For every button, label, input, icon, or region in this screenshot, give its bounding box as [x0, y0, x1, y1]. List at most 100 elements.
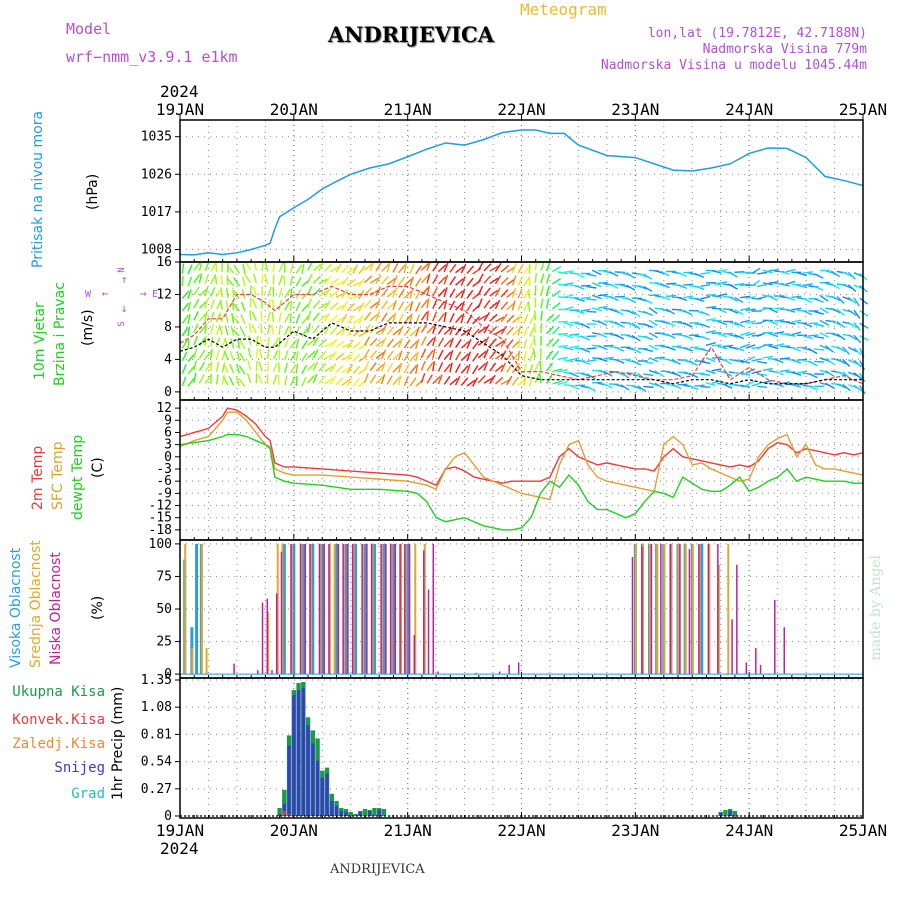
wind-arrow	[230, 338, 235, 349]
wind-arrow	[660, 270, 670, 277]
wind-arrow	[757, 283, 768, 288]
wind-arrow	[426, 260, 431, 271]
wind-arrow	[329, 302, 339, 310]
mid-cloud-bar	[423, 543, 426, 675]
wind-arrow	[324, 365, 334, 373]
temperature-ytick-label: 6	[164, 425, 172, 440]
wind-arrow	[683, 283, 694, 286]
wind-arrow	[278, 337, 281, 348]
wind-arrow	[597, 293, 608, 297]
wind-arrow	[751, 279, 761, 287]
wind-arrow	[329, 326, 338, 335]
wind-arrow	[346, 364, 354, 374]
wind-arrow	[335, 364, 344, 373]
mid-cloud-bar	[205, 648, 208, 675]
precip-snow-bar	[287, 745, 291, 816]
wind-arrow	[643, 298, 653, 304]
precip-snow-bar	[306, 725, 310, 816]
wind-arrow	[688, 359, 698, 367]
wind-arrow	[432, 376, 441, 385]
wind-arrow	[210, 311, 215, 322]
wind-arrow	[511, 340, 521, 349]
wind-arrow	[614, 308, 624, 316]
wind-arrow	[181, 314, 189, 324]
precip-legend-2: Zaledj.Kisa	[12, 736, 105, 752]
wind-arrow	[220, 274, 223, 285]
wind-arrow	[745, 308, 756, 312]
wind-arrow	[722, 383, 733, 389]
wind-arrow	[648, 332, 659, 339]
low-cloud-bar	[408, 543, 411, 675]
wind-arrow	[666, 282, 677, 285]
wind-arrow	[711, 344, 722, 347]
wind-arrow	[277, 374, 280, 385]
wind-arrow	[312, 300, 321, 309]
wind-arrow	[420, 275, 429, 284]
wind-arrow	[717, 307, 727, 314]
precip-total-bar	[732, 810, 738, 816]
low-cloud-bar	[413, 635, 416, 675]
wind-arrow	[813, 310, 824, 315]
wind-arrow	[853, 272, 864, 278]
wind-arrow	[688, 346, 699, 349]
wind-arrow	[219, 312, 223, 323]
wind-arrow	[643, 323, 654, 329]
wind-arrow	[489, 338, 497, 347]
wind-arrow	[643, 335, 654, 341]
wind-arrow	[666, 294, 677, 298]
wind-arrow	[258, 348, 263, 359]
wind-arrow	[466, 265, 475, 274]
low-cloud-bar	[774, 599, 776, 675]
temperature-ytick-label: -6	[156, 474, 172, 489]
wind-arrow	[665, 333, 676, 339]
wind-arrow	[318, 290, 328, 297]
wind-arrow	[210, 262, 217, 272]
wind-arrow	[346, 278, 356, 287]
wind-legend-n: N	[117, 267, 127, 272]
wind-arrow	[705, 357, 716, 363]
ylabel-wind-1: Brzina i Pravac	[52, 282, 68, 386]
wind-arrow	[187, 276, 193, 287]
wind-legend-up: ↑	[121, 273, 128, 286]
wind-arrow	[386, 338, 394, 348]
mid-cloud-bar	[634, 543, 637, 675]
wind-arrow	[648, 357, 659, 363]
wind-arrow	[341, 313, 348, 324]
wind-arrow	[511, 275, 517, 286]
wind-arrow	[643, 348, 654, 353]
low-cloud-bar	[475, 672, 477, 675]
wind-arrow	[295, 301, 301, 312]
wind-arrow	[762, 269, 773, 274]
wind-arrow	[734, 346, 745, 352]
wind-arrow	[517, 377, 526, 387]
mid-cloud-bar	[649, 543, 652, 675]
wind-arrow	[392, 312, 397, 323]
wind-arrow	[751, 297, 762, 300]
wind-arrow	[307, 375, 315, 384]
wind-arrow	[375, 299, 381, 309]
wind-arrow	[768, 332, 779, 338]
wind-arrow	[324, 287, 332, 297]
wind-arrow	[181, 339, 188, 349]
wind-arrow	[193, 311, 199, 321]
wind-arrow	[363, 324, 371, 334]
wind-arrow	[506, 290, 516, 298]
precip-snow-bar	[301, 688, 305, 816]
wind-arrow	[546, 362, 554, 372]
wind-arrow	[489, 350, 497, 360]
wind-arrow	[523, 326, 528, 337]
wind-arrow	[836, 295, 845, 304]
bottom-date-label: 19JAN	[156, 821, 204, 840]
wind-arrow	[853, 384, 863, 392]
wind-arrow	[506, 339, 514, 348]
mid-cloud-bar	[333, 543, 336, 675]
wind-arrow	[454, 375, 461, 386]
wind-arrow	[625, 284, 636, 291]
low-cloud-bar	[423, 550, 425, 675]
wind-arrow	[586, 359, 597, 363]
wind-arrow	[415, 289, 422, 300]
wind-arrow	[677, 383, 688, 386]
wind-arrow	[569, 372, 579, 378]
pressure-ytick-label: 1017	[141, 205, 172, 220]
wind-arrow	[426, 362, 434, 372]
